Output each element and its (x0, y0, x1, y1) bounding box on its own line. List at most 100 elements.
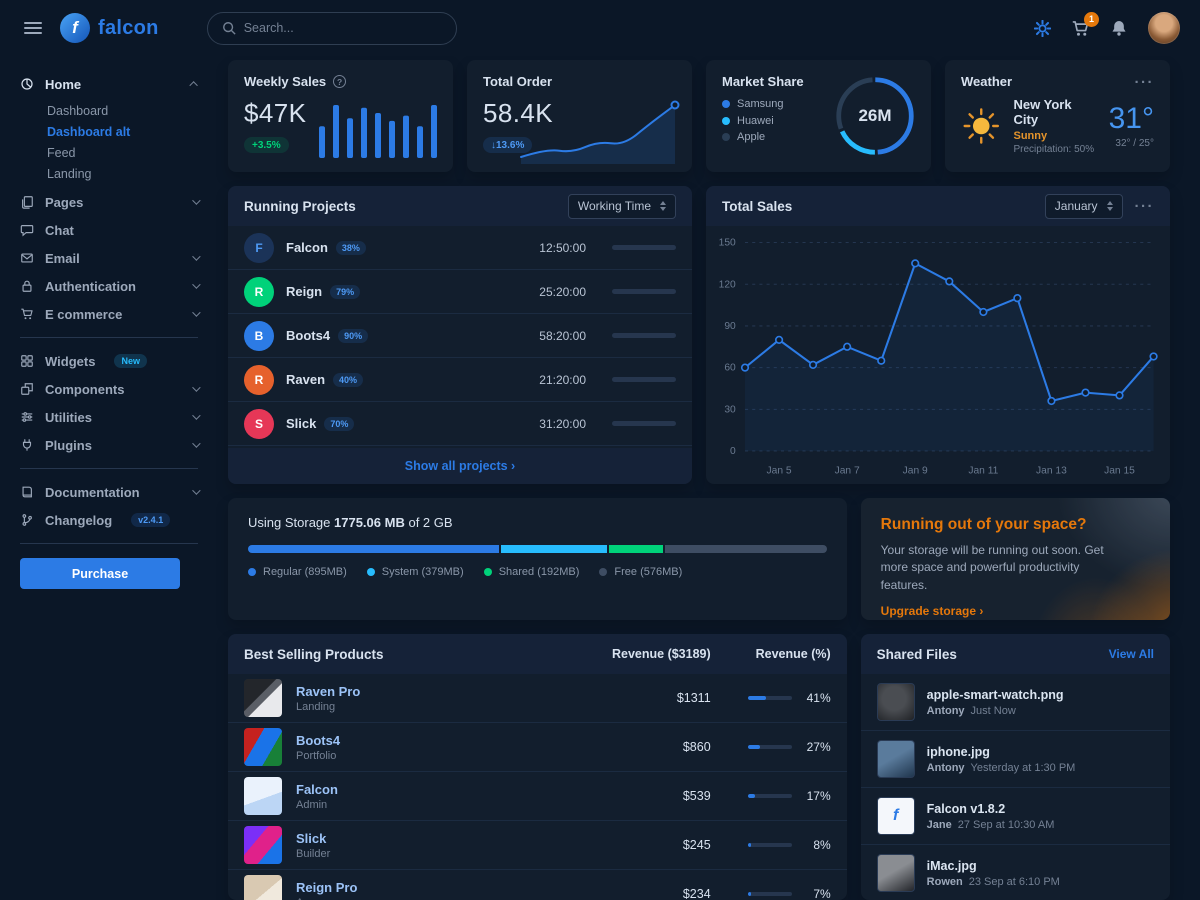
market-share-card: Market Share Samsung Huawei Apple 26M (706, 60, 931, 172)
chevron-down-icon (192, 308, 201, 317)
svg-text:120: 120 (719, 279, 736, 290)
chevron-down-icon (192, 411, 201, 420)
project-time: 21:20:00 (539, 372, 586, 387)
total-order-card: Total Order 58.4K ↓13.6% (467, 60, 692, 172)
search-icon (222, 22, 236, 35)
show-all-projects-link[interactable]: Show all projects › (228, 448, 692, 484)
chevron-down-icon (192, 252, 201, 261)
new-badge: New (114, 354, 147, 368)
file-row[interactable]: apple-smart-watch.png Antony Just Now (860, 674, 1170, 731)
brand-logo[interactable]: f falcon (60, 13, 159, 43)
sidebar-item-widgets[interactable]: Widgets New (20, 347, 208, 375)
sidebar-item-email[interactable]: Email (20, 244, 208, 272)
file-user: Antony (926, 704, 965, 717)
gear-icon (1034, 19, 1051, 37)
sidebar-item-components[interactable]: Components (20, 375, 208, 403)
search-box[interactable] (206, 11, 457, 45)
product-name-link[interactable]: Reign Pro (296, 879, 358, 895)
file-thumbnail: f (876, 797, 915, 835)
project-row[interactable]: R Raven 40% 21:20:00 (228, 358, 692, 402)
weather-range: 32° / 25° (1115, 137, 1154, 149)
svg-text:30: 30 (724, 404, 736, 415)
widgets-icon (21, 355, 33, 367)
product-name-link[interactable]: Slick (296, 830, 327, 846)
brand-name: falcon (98, 16, 159, 39)
project-row[interactable]: B Boots4 90% 58:20:00 (228, 314, 692, 358)
sidebar-item-label: E commerce (45, 306, 123, 322)
top-navbar: f falcon 1 (0, 0, 1200, 56)
project-name: Raven (286, 372, 326, 387)
search-input[interactable] (243, 21, 442, 35)
sidebar-item-plugins[interactable]: Plugins (20, 431, 208, 459)
weekly-sales-card: Weekly Sales ? $47K +3.5% (228, 60, 453, 172)
storage-row: Using Storage 1775.06 MB of 2 GB Regular… (228, 498, 1170, 620)
sidebar-item-authentication[interactable]: Authentication (20, 272, 208, 300)
svg-text:Jan 9: Jan 9 (903, 466, 928, 477)
info-icon[interactable]: ? (333, 75, 347, 88)
sidebar-item-pages[interactable]: Pages (20, 188, 208, 216)
file-name: apple-smart-watch.png (926, 687, 1064, 702)
product-row: Falcon Admin $539 17% (228, 772, 847, 821)
project-row[interactable]: F Falcon 38% 12:50:00 (228, 226, 692, 270)
weather-condition: Sunny (1013, 130, 1048, 142)
sidebar-item-label: Documentation (45, 484, 140, 500)
percent-column-header: Revenue (%) (755, 647, 831, 661)
bell-icon (1112, 21, 1126, 36)
file-row[interactable]: f Falcon v1.8.2 Jane 27 Sep at 10:30 AM (860, 788, 1170, 845)
sidebar-item-feed[interactable]: Feed (47, 145, 76, 160)
menu-toggle-button[interactable] (20, 18, 46, 38)
project-avatar: B (244, 320, 274, 351)
product-category: Builder (296, 847, 331, 860)
sidebar-item-label: Components (45, 381, 125, 397)
sidebar-item-dashboard[interactable]: Dashboard (47, 103, 109, 118)
legend-dot (599, 568, 608, 576)
file-row[interactable]: iMac.jpg Rowen 23 Sep at 6:10 PM (861, 845, 1170, 900)
sidebar-item-label: Widgets (45, 353, 96, 369)
sidebar-item-label: Utilities (45, 409, 92, 425)
product-thumbnail (244, 728, 282, 766)
total-sales-menu-button[interactable]: ··· (1134, 197, 1154, 215)
product-name-link[interactable]: Raven Pro (296, 683, 361, 699)
view-all-link[interactable]: View All (1108, 647, 1154, 661)
upgrade-storage-link[interactable]: Upgrade storage › (880, 604, 984, 619)
file-row[interactable]: iphone.jpg Antony Yesterday at 1:30 PM (860, 731, 1170, 788)
product-name-link[interactable]: Boots4 (296, 732, 341, 748)
file-user: Jane (926, 818, 952, 831)
user-avatar[interactable] (1148, 12, 1180, 44)
space-title: Running out of your space? (880, 516, 1087, 533)
product-percent-bar (747, 843, 792, 847)
market-share-chart (836, 77, 914, 155)
legend-dot (722, 133, 730, 141)
sidebar-item-documentation[interactable]: Documentation (20, 478, 208, 506)
notifications-button[interactable] (1110, 19, 1128, 37)
purchase-button[interactable]: Purchase (20, 558, 180, 589)
project-row[interactable]: S Slick 70% 31:20:00 (228, 402, 692, 446)
sidebar-item-chat[interactable]: Chat (20, 216, 208, 244)
sidebar-item-home[interactable]: Home (20, 70, 208, 98)
file-thumbnail (876, 854, 915, 892)
sidebar-item-ecommerce[interactable]: E commerce (20, 300, 208, 328)
svg-text:Jan 7: Jan 7 (835, 466, 860, 477)
product-category: Agency (296, 897, 561, 900)
total-sales-card: Total Sales January ··· 0 30 60 90 120 150 Jan… (706, 186, 1170, 484)
settings-button[interactable] (1034, 19, 1051, 37)
cart-button[interactable]: 1 (1071, 11, 1099, 38)
best-selling-products-card: Best Selling Products Revenue ($3189) Re… (228, 634, 847, 900)
sidebar-item-landing[interactable]: Landing (47, 166, 92, 181)
project-row[interactable]: R Reign 79% 25:20:00 (228, 270, 692, 314)
sidebar-item-dashboard-alt[interactable]: Dashboard alt (47, 124, 131, 139)
month-select[interactable]: January (1044, 193, 1123, 219)
select-value: January (1054, 199, 1098, 213)
weather-menu-button[interactable]: ··· (1134, 74, 1154, 91)
total-order-value: 58.4K (483, 98, 553, 128)
product-percent: 27% (806, 740, 831, 754)
bottom-row: Best Selling Products Revenue ($3189) Re… (228, 634, 1170, 900)
weekly-sales-badge: +3.5% (244, 137, 289, 153)
product-name-link[interactable]: Falcon (296, 781, 338, 797)
envelope-icon (21, 253, 33, 263)
working-time-select[interactable]: Working Time (567, 193, 676, 219)
sidebar-item-utilities[interactable]: Utilities (20, 403, 208, 431)
sidebar-item-label: Plugins (45, 437, 92, 453)
sidebar-item-changelog[interactable]: Changelog v2.4.1 (20, 506, 208, 534)
file-name: Falcon v1.8.2 (926, 801, 1006, 816)
